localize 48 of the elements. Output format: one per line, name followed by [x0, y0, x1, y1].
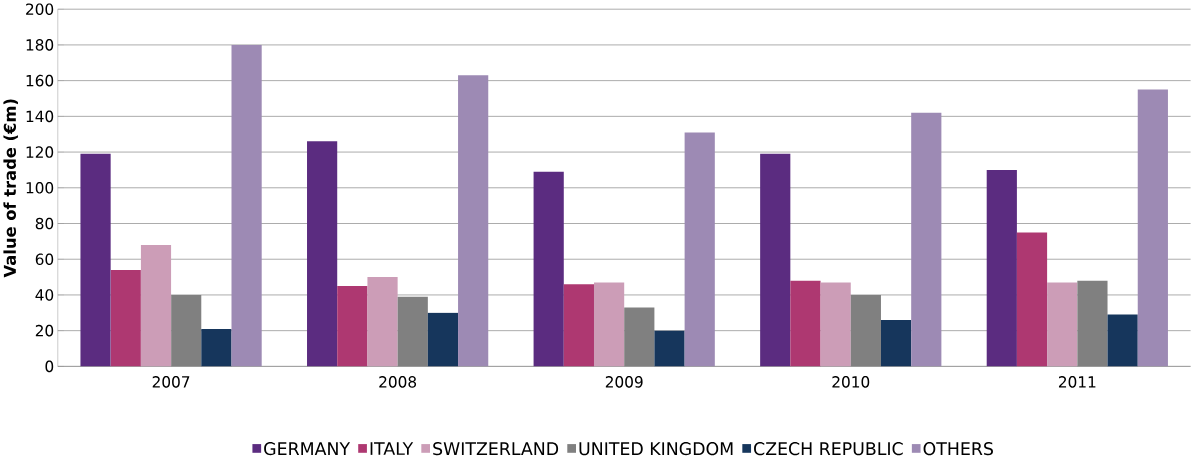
bar: [1016, 232, 1048, 367]
bar: [1047, 282, 1078, 367]
bar: [1107, 314, 1138, 367]
y-tick-label: 60: [35, 253, 54, 266]
bar: [337, 286, 368, 367]
bar: [563, 284, 594, 367]
y-tick-label: 140: [26, 110, 54, 123]
y-tick-label: 20: [35, 325, 54, 337]
x-tick-label: 2009: [605, 376, 643, 388]
bar: [140, 245, 172, 367]
bar: [594, 282, 625, 367]
bar: [880, 320, 912, 367]
legend-label: UNITED KINGDOM: [579, 442, 733, 456]
y-axis-title: Value of trade (€m): [3, 99, 18, 278]
bar: [201, 329, 232, 367]
bar: [110, 270, 141, 367]
bar: [367, 277, 398, 367]
legend-label: SWITZERLAND: [433, 442, 559, 456]
bar: [820, 282, 851, 367]
bar: [1137, 89, 1168, 367]
bar: [231, 45, 262, 367]
x-tick-label: 2007: [152, 376, 190, 388]
bar: [427, 313, 459, 367]
bar: [307, 141, 338, 367]
x-tick-label: 2010: [832, 376, 870, 388]
y-tick-label: 40: [35, 289, 54, 301]
legend-label: ITALY: [370, 442, 414, 456]
x-tick-label: 2008: [379, 376, 417, 388]
y-tick-label: 0: [45, 360, 54, 373]
bar: [760, 154, 791, 367]
bar: [790, 280, 821, 367]
legend-label: CZECH REPUBLIC: [754, 442, 903, 456]
y-tick-label: 180: [26, 39, 54, 51]
y-tick-label: 160: [26, 75, 54, 87]
y-tick-label: 80: [35, 217, 54, 230]
legend-label: GERMANY: [264, 442, 351, 456]
bar: [533, 171, 564, 367]
bar: [911, 112, 942, 367]
bar: [684, 132, 715, 367]
y-tick-label: 100: [26, 182, 54, 194]
y-tick-label: 120: [26, 146, 54, 159]
bar: [654, 330, 685, 367]
x-tick-label: 2011: [1058, 376, 1096, 388]
bar: [458, 75, 489, 367]
bar: [986, 170, 1017, 367]
legend-label: OTHERS: [923, 442, 993, 456]
y-tick-label: 200: [26, 3, 54, 16]
bar: [80, 154, 111, 367]
